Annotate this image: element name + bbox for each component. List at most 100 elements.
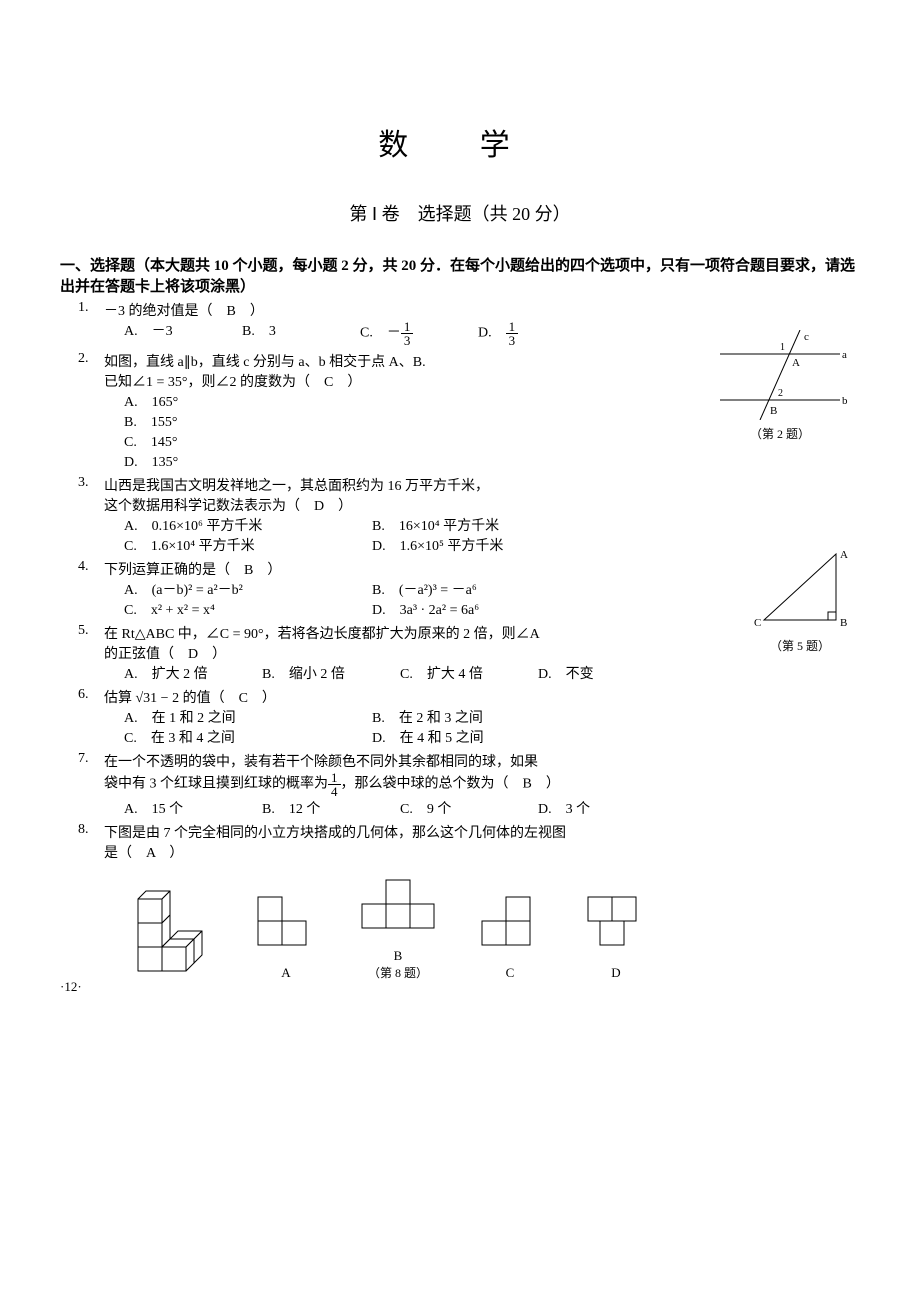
q8-label-b: B	[356, 948, 440, 964]
q7-opt-a: A. 15 个	[124, 798, 262, 818]
q5-opt-d: D. 不变	[538, 663, 676, 683]
q-number: 5.	[78, 623, 89, 639]
q3-opt-a: A. 0.16×10⁶ 平方千米	[124, 515, 372, 535]
q5-opt-c: C. 扩大 4 倍	[400, 663, 538, 683]
q3-opt-b: B. 16×10⁴ 平方千米	[372, 515, 620, 535]
q5-line2: 的正弦值（ D ）	[104, 647, 226, 662]
q8-caption: （第 8 题）	[356, 964, 440, 981]
fraction-icon: 13	[401, 320, 414, 347]
q6-opt-c: C. 在 3 和 4 之间	[124, 727, 372, 747]
section-heading: 一、选择题（本大题共 10 个小题，每小题 2 分，共 20 分．在每个小题给出…	[60, 254, 860, 296]
fig2-caption: （第 2 题）	[710, 425, 850, 442]
q6-opt-b: B. 在 2 和 3 之间	[372, 707, 620, 727]
q8-label-a: A	[250, 965, 322, 981]
q8-solid	[120, 881, 216, 981]
q5-options: A. 扩大 2 倍 B. 缩小 2 倍 C. 扩大 4 倍 D. 不变	[124, 663, 860, 683]
q-number: 2.	[78, 351, 89, 367]
q4-opt-d: D. 3a³ · 2a² = 6a⁶	[372, 599, 620, 619]
page: 数 学 第 Ⅰ 卷 选择题（共 20 分） 一、选择题（本大题共 10 个小题，…	[0, 0, 920, 1025]
q2-opt-a: A. 165°	[124, 391, 372, 411]
q7-line2-post: ，那么袋中球的总个数为（ B ）	[341, 777, 560, 792]
page-number: ·12·	[60, 979, 82, 995]
q1-opt-b: B. 3	[242, 320, 360, 347]
figure-q2: a b c 1 A 2 B （第 2 题）	[710, 330, 850, 442]
svg-text:2: 2	[778, 388, 783, 399]
q8-line2: 是（ A ）	[104, 846, 183, 861]
svg-text:A: A	[792, 357, 800, 369]
parallel-lines-diagram: a b c 1 A 2 B	[710, 330, 850, 420]
question-5: 5. 在 Rt△ABC 中，∠C = 90°，若将各边长度都扩大为原来的 2 倍…	[104, 623, 860, 683]
section-label: 一、选择题	[60, 258, 135, 274]
q5-line1: 在 Rt△ABC 中，∠C = 90°，若将各边长度都扩大为原来的 2 倍，则∠…	[104, 627, 540, 642]
q6-text: 估算 √31 − 2 的值（ C ）	[104, 691, 276, 706]
q4-opt-c: C. x² + x² = x⁴	[124, 599, 372, 619]
q7-opt-b: B. 12 个	[262, 798, 400, 818]
svg-text:B: B	[770, 405, 777, 417]
svg-text:B: B	[840, 617, 847, 629]
question-list: 1. －3 的绝对值是（ B ） A. －3 B. 3 C. －13 D. 13…	[104, 300, 860, 981]
page-subtitle: 第 Ⅰ 卷 选择题（共 20 分）	[60, 200, 860, 226]
right-triangle-diagram: A B C	[750, 548, 850, 632]
svg-text:A: A	[840, 549, 848, 561]
section-desc: （本大题共 10 个小题，每小题 2 分，共 20 分．在每个小题给出的四个选项…	[60, 258, 855, 295]
q3-line1: 山西是我国古文明发祥地之一，其总面积约为 16 万平方千米，	[104, 479, 489, 494]
q8-label-d: D	[580, 965, 652, 981]
q-number: 4.	[78, 559, 89, 575]
svg-text:b: b	[842, 395, 848, 407]
question-3: 3. 山西是我国古文明发祥地之一，其总面积约为 16 万平方千米， 这个数据用科…	[104, 475, 860, 555]
q1-opt-a: A. －3	[124, 320, 242, 347]
q7-line2-pre: 袋中有 3 个红球且摸到红球的概率为	[104, 777, 328, 792]
fraction-icon: 14	[328, 771, 341, 798]
q3-line2: 这个数据用科学记数法表示为（ D ）	[104, 499, 352, 514]
q2-opt-b: B. 155°	[124, 411, 372, 431]
q2-line1: 如图，直线 a∥b，直线 c 分别与 a、b 相交于点 A、B.	[104, 355, 426, 370]
svg-text:c: c	[804, 331, 809, 343]
q8-opt-b: B （第 8 题）	[356, 872, 440, 981]
q6-opt-a: A. 在 1 和 2 之间	[124, 707, 372, 727]
q-number: 1.	[78, 300, 89, 316]
fig5-caption: （第 5 题）	[750, 637, 850, 654]
view-d-icon	[580, 889, 652, 961]
question-7: 7. 在一个不透明的袋中，装有若干个除颜色不同外其余都相同的球，如果 袋中有 3…	[104, 751, 860, 818]
q7-opt-c: C. 9 个	[400, 798, 538, 818]
svg-text:1: 1	[780, 342, 785, 353]
q-number: 8.	[78, 822, 89, 838]
q-text: －3 的绝对值是（ B ）	[104, 304, 264, 319]
q-number: 6.	[78, 687, 89, 703]
q7-line1: 在一个不透明的袋中，装有若干个除颜色不同外其余都相同的球，如果	[104, 755, 538, 770]
q1-opt-c: C. －13	[360, 320, 478, 347]
q5-opt-b: B. 缩小 2 倍	[262, 663, 400, 683]
question-6: 6. 估算 √31 − 2 的值（ C ） A. 在 1 和 2 之间 B. 在…	[104, 687, 860, 747]
q2-options: A. 165° B. 155° C. 145° D. 135°	[124, 391, 544, 471]
q8-line1: 下图是由 7 个完全相同的小立方块搭成的几何体，那么这个几何体的左视图	[104, 826, 566, 841]
view-a-icon	[250, 889, 322, 961]
question-4: 4. 下列运算正确的是（ B ） A. (a－b)² = a²－b² B. (－…	[104, 559, 860, 619]
q8-opt-d: D	[580, 889, 652, 981]
q8-label-c: C	[474, 965, 546, 981]
q8-figures: A B （第 8 题）	[120, 872, 860, 981]
q8-opt-a: A	[250, 889, 322, 981]
q3-opt-c: C. 1.6×10⁴ 平方千米	[124, 535, 372, 555]
q6-options: A. 在 1 和 2 之间 B. 在 2 和 3 之间 C. 在 3 和 4 之…	[124, 707, 860, 747]
view-c-icon	[474, 889, 546, 961]
q3-opt-d: D. 1.6×10⁵ 平方千米	[372, 535, 620, 555]
q2-line2: 已知∠1 = 35°，则∠2 的度数为（ C ）	[104, 375, 361, 390]
q4-text: 下列运算正确的是（ B ）	[104, 563, 281, 578]
figure-q5: A B C （第 5 题）	[750, 548, 850, 654]
q8-opt-c: C	[474, 889, 546, 981]
cube-solid-icon	[120, 881, 216, 977]
view-b-icon	[356, 872, 440, 944]
q-number: 3.	[78, 475, 89, 491]
q7-options: A. 15 个 B. 12 个 C. 9 个 D. 3 个	[124, 798, 860, 818]
page-title: 数 学	[60, 120, 860, 164]
q4-opt-b: B. (－a²)³ = －a⁶	[372, 579, 620, 599]
svg-text:C: C	[754, 617, 761, 629]
q4-opt-a: A. (a－b)² = a²－b²	[124, 579, 372, 599]
q5-opt-a: A. 扩大 2 倍	[124, 663, 262, 683]
q2-opt-d: D. 135°	[124, 451, 372, 471]
question-8: 8. 下图是由 7 个完全相同的小立方块搭成的几何体，那么这个几何体的左视图 是…	[104, 822, 860, 981]
q2-opt-c: C. 145°	[124, 431, 372, 451]
q-number: 7.	[78, 751, 89, 767]
q1-opt-d: D. 13	[478, 320, 596, 347]
q6-opt-d: D. 在 4 和 5 之间	[372, 727, 620, 747]
